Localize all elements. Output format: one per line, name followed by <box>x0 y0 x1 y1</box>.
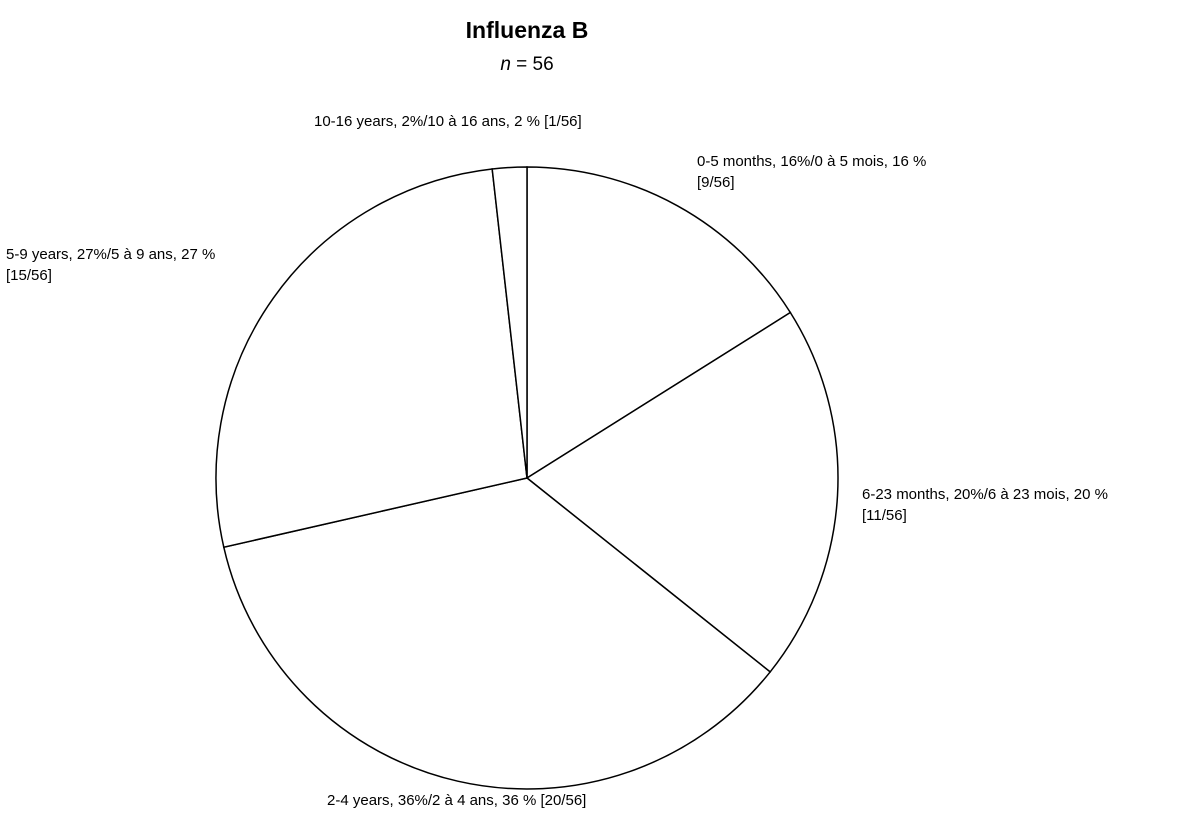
pie-slice <box>215 168 528 549</box>
slice-label: 5-9 years, 27%/5 à 9 ans, 27 % <box>6 246 215 263</box>
slice-label: [9/56] <box>697 174 735 191</box>
slice-label: 10-16 years, 2%/10 à 16 ans, 2 % [1/56] <box>314 113 582 130</box>
pie-slice <box>526 166 792 480</box>
subtitle-variable: n <box>500 54 511 75</box>
slice-label: 2-4 years, 36%/2 à 4 ans, 36 % [20/56] <box>327 792 586 809</box>
slice-label: 0-5 months, 16%/0 à 5 mois, 16 % <box>697 153 926 170</box>
chart-subtitle: n = 56 <box>500 54 553 75</box>
slice-label: [11/56] <box>862 507 907 524</box>
pie-slice <box>491 166 528 479</box>
chart-title: Influenza B <box>466 17 589 43</box>
slice-label: 6-23 months, 20%/6 à 23 mois, 20 % <box>862 486 1108 503</box>
slice-label: [15/56] <box>6 267 52 284</box>
pie-slice <box>525 311 839 673</box>
pie-slice <box>222 477 772 790</box>
subtitle-text: = 56 <box>516 54 554 75</box>
